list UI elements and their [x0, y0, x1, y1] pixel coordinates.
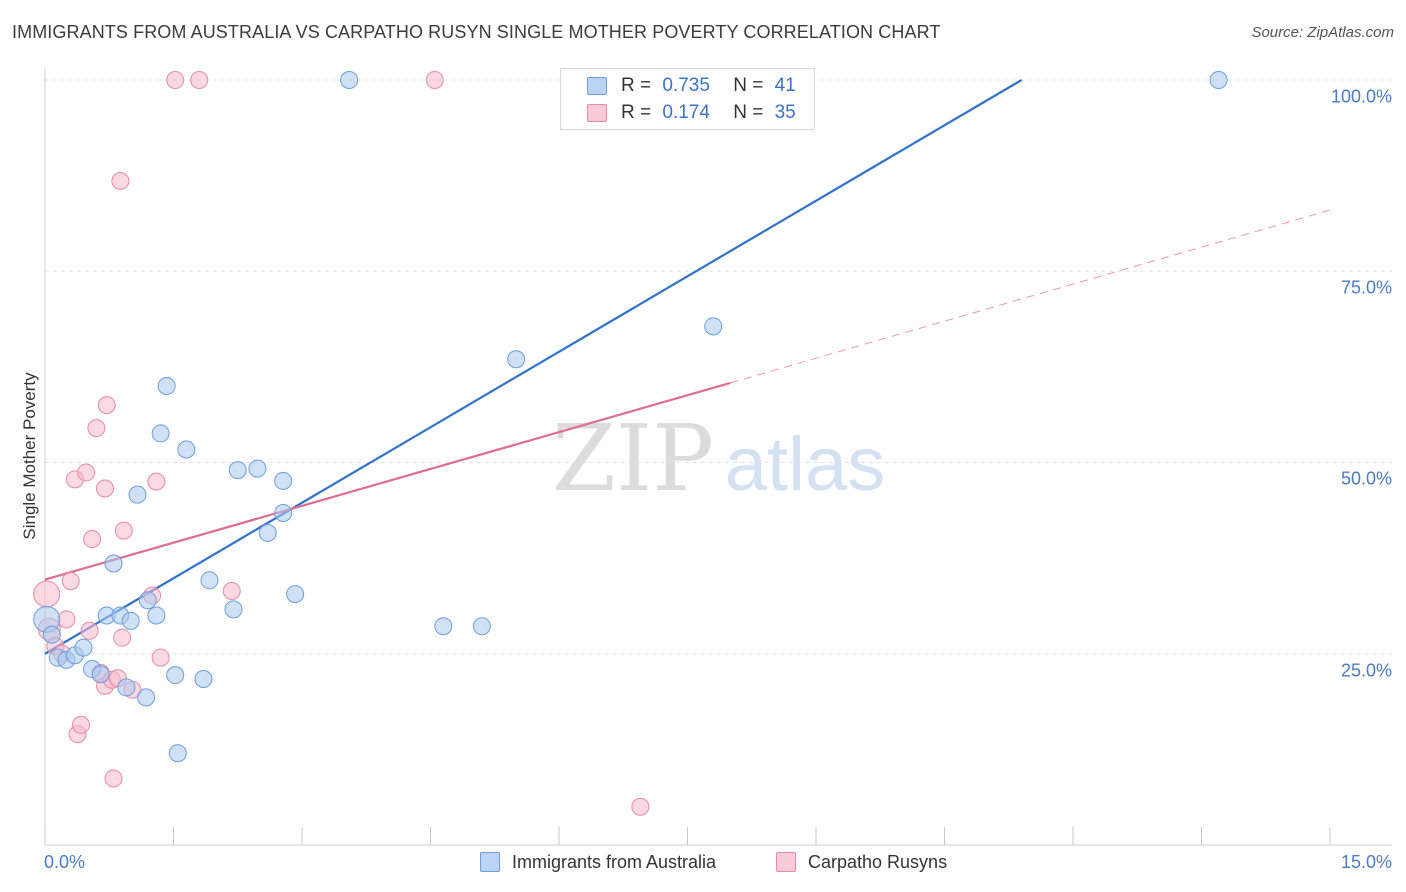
y-tick-label-50: 50.0% — [1340, 468, 1392, 489]
chart-title: IMMIGRANTS FROM AUSTRALIA VS CARPATHO RU… — [12, 22, 941, 42]
point-australia — [340, 71, 359, 89]
point-australia — [104, 554, 123, 573]
scatter-points — [33, 71, 1228, 816]
legend-item-rusyn: Carpatho Rusyns — [776, 852, 947, 873]
legend-r-value: 0.174 — [662, 102, 710, 123]
axes — [44, 68, 1392, 846]
trend-lines — [44, 79, 1331, 655]
watermark-atlas: atlas — [725, 422, 886, 507]
x-tick-label-min: 0.0% — [44, 852, 86, 872]
point-carpatho-rusyn — [83, 530, 102, 548]
legend-n-value: 41 — [774, 75, 796, 96]
trend-line-australia — [44, 79, 1023, 655]
legend-r-label: R = — [621, 75, 652, 96]
trend-line-rusyn — [44, 381, 731, 581]
legend-label-australia: Immigrants from Australia — [512, 852, 717, 872]
stats-legend: R = 0.735 N = 41 R = 0.174 N = 35 — [560, 68, 815, 130]
legend-swatch-blue — [587, 77, 607, 95]
point-australia — [168, 744, 187, 763]
point-australia — [258, 523, 277, 542]
grid-lines — [45, 79, 1392, 655]
point-australia — [286, 585, 305, 604]
point-australia — [200, 571, 219, 590]
point-carpatho-rusyn — [166, 71, 185, 89]
point-carpatho-rusyn — [190, 71, 209, 89]
chart-source: Source: ZipAtlas.com — [1251, 24, 1394, 41]
point-australia — [166, 666, 185, 685]
point-carpatho-rusyn — [77, 463, 96, 482]
point-australia — [147, 606, 166, 625]
point-australia — [274, 503, 293, 522]
y-axis-label: Single Mother Poverty — [20, 372, 39, 540]
point-carpatho-rusyn — [113, 628, 132, 647]
y-tick-label-75: 75.0% — [1340, 277, 1392, 298]
point-australia — [121, 611, 140, 630]
point-australia — [194, 669, 213, 688]
point-australia — [128, 485, 147, 504]
point-carpatho-rusyn — [57, 610, 76, 629]
point-australia — [228, 461, 247, 480]
legend-swatch-blue — [480, 852, 500, 872]
point-carpatho-rusyn — [111, 171, 130, 190]
point-australia — [42, 625, 61, 644]
point-australia — [224, 600, 243, 619]
point-carpatho-rusyn — [114, 521, 133, 540]
point-australia — [177, 440, 196, 459]
point-carpatho-rusyn — [151, 648, 170, 667]
legend-n-value: 35 — [774, 102, 796, 123]
point-carpatho-rusyn — [61, 572, 80, 591]
point-australia — [704, 317, 723, 336]
point-australia — [507, 350, 526, 369]
point-australia — [472, 617, 491, 636]
legend-n-label: N = — [733, 75, 764, 96]
point-carpatho-rusyn — [631, 797, 650, 816]
point-carpatho-rusyn — [95, 479, 114, 498]
point-australia — [138, 591, 157, 610]
point-australia — [137, 688, 156, 707]
point-carpatho-rusyn — [87, 419, 106, 438]
point-australia — [274, 471, 293, 490]
series-legend: Immigrants from Australia Carpatho Rusyn… — [0, 852, 1406, 878]
legend-label-rusyn: Carpatho Rusyns — [808, 852, 948, 872]
point-carpatho-rusyn — [104, 769, 123, 788]
point-carpatho-rusyn — [222, 582, 241, 601]
legend-swatch-pink — [776, 852, 796, 872]
y-tick-label-25: 25.0% — [1340, 660, 1392, 681]
legend-r-label: R = — [621, 102, 652, 123]
point-australia — [1209, 71, 1228, 89]
point-carpatho-rusyn — [71, 715, 90, 734]
point-australia — [117, 678, 136, 697]
trend-extension-rusyn — [730, 209, 1331, 384]
watermark: ZIP atlas — [552, 405, 885, 512]
legend-n-label: N = — [733, 102, 764, 123]
point-australia — [74, 638, 93, 657]
point-australia — [248, 459, 267, 478]
point-australia — [91, 665, 110, 684]
x-tick-label-max: 15.0% — [1340, 852, 1392, 872]
legend-swatch-pink — [587, 104, 607, 122]
point-carpatho-rusyn — [425, 71, 444, 89]
point-carpatho-rusyn — [33, 580, 61, 608]
point-carpatho-rusyn — [147, 472, 166, 491]
point-australia — [151, 424, 170, 443]
y-tick-label-100: 100.0% — [1330, 86, 1392, 107]
point-australia — [434, 617, 453, 636]
legend-r-value: 0.735 — [662, 75, 710, 96]
watermark-zip: ZIP — [552, 405, 714, 512]
point-carpatho-rusyn — [97, 396, 116, 415]
point-carpatho-rusyn — [80, 621, 99, 640]
point-australia — [157, 377, 176, 395]
legend-item-australia: Immigrants from Australia — [480, 852, 716, 873]
